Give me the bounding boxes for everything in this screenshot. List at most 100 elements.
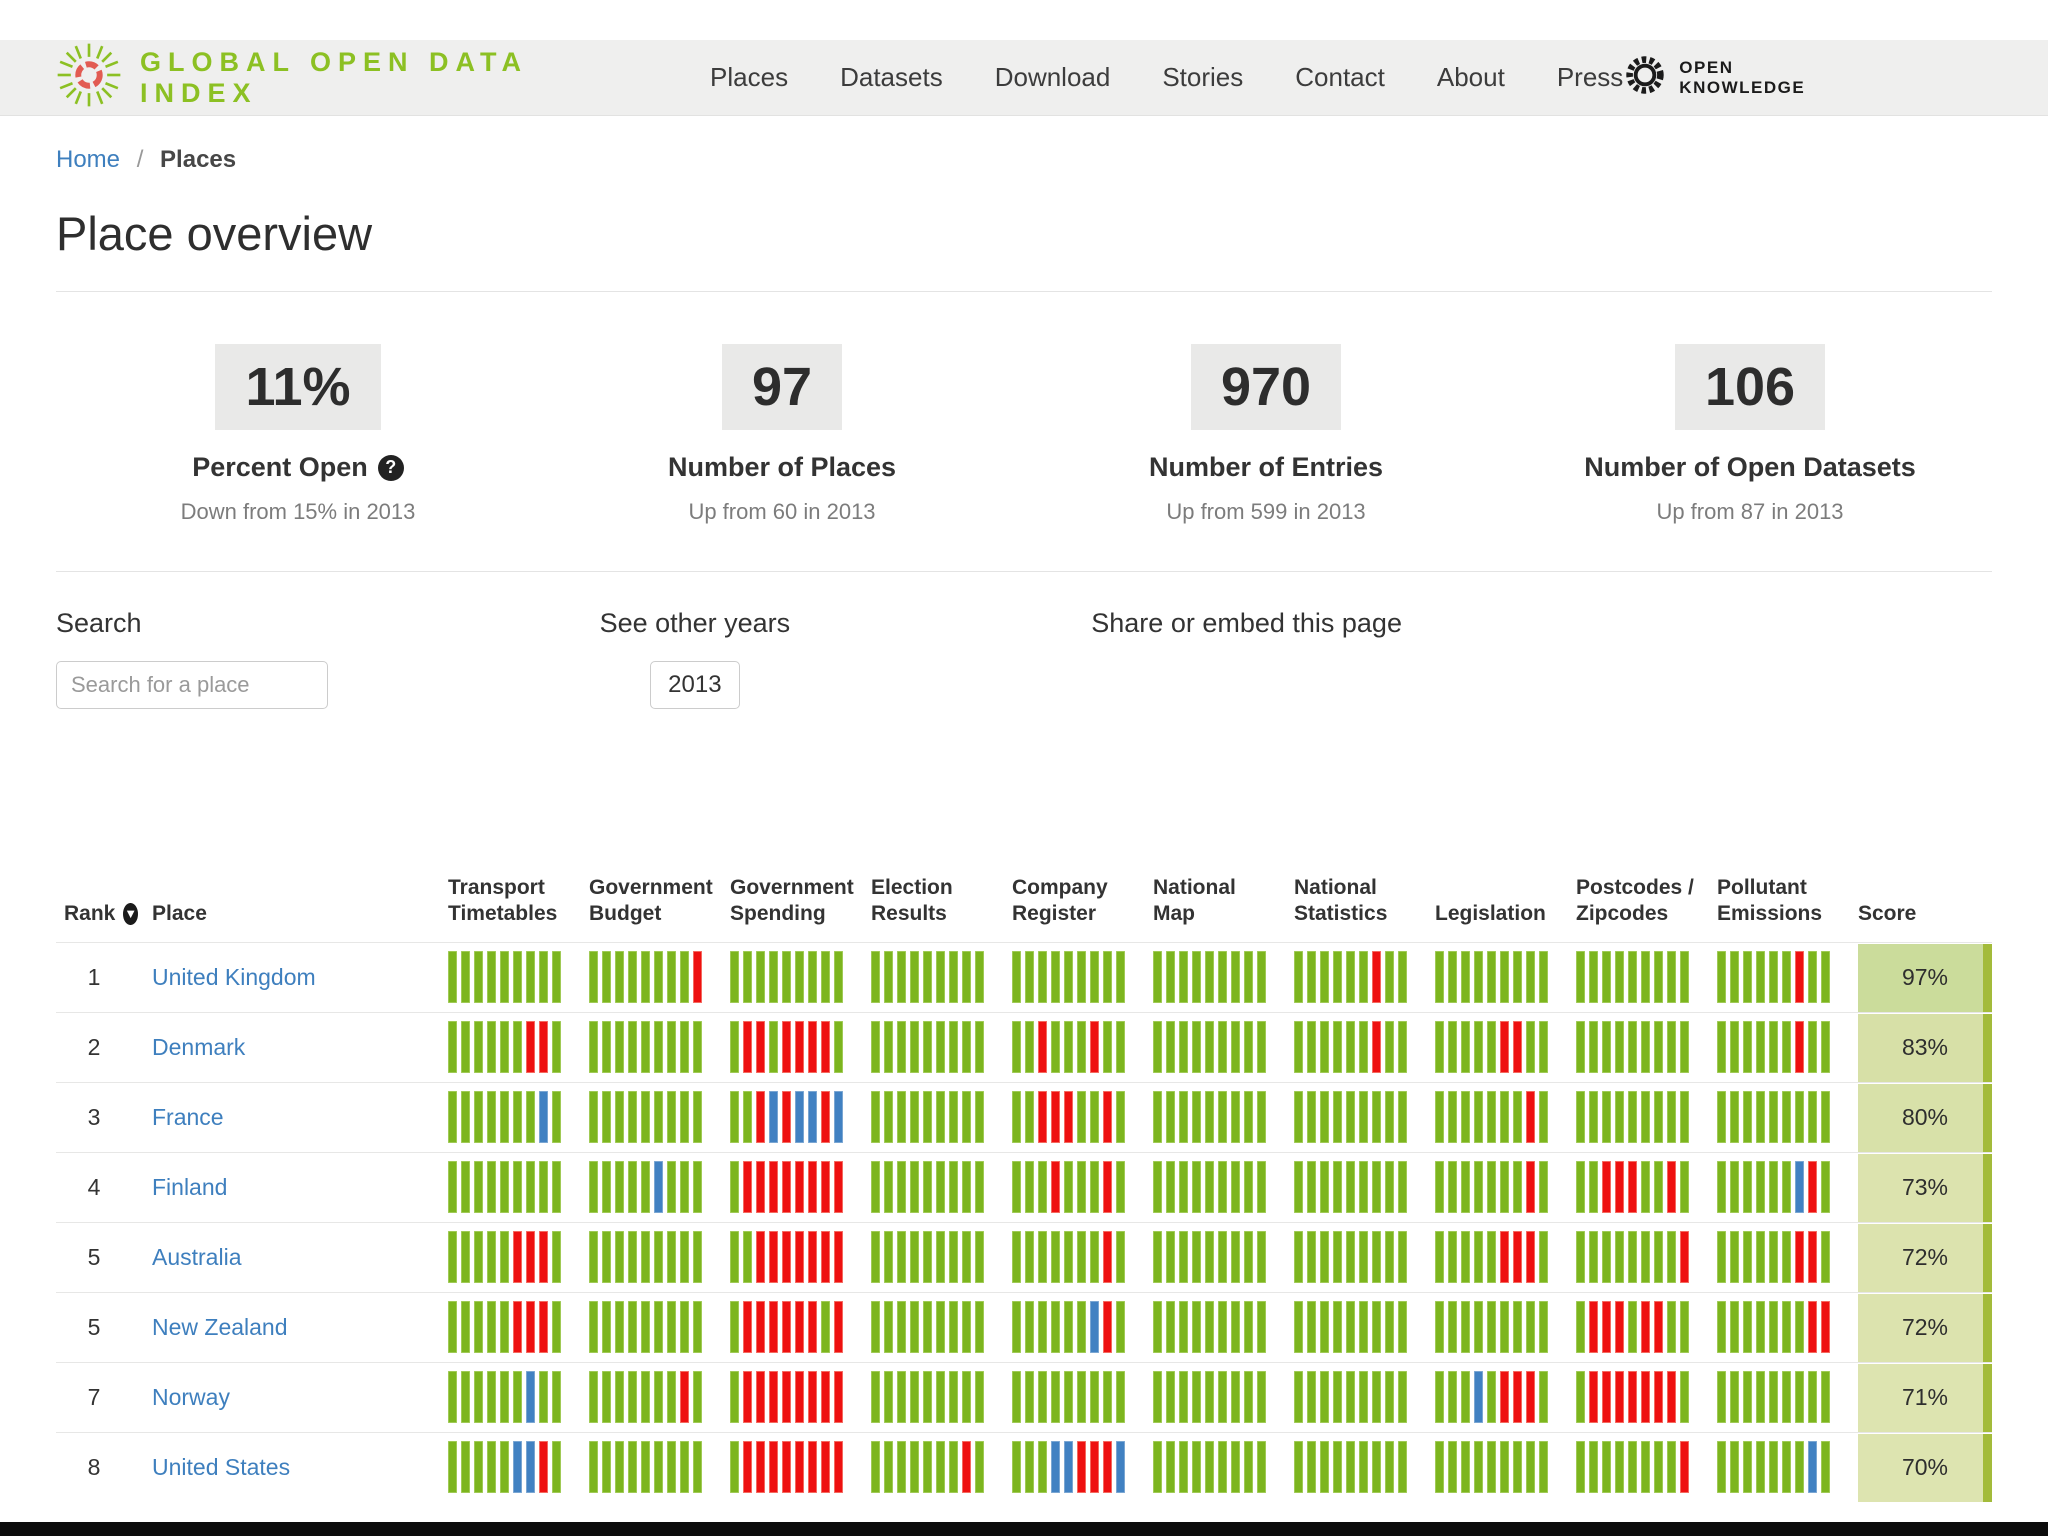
dataset-cell-national-map[interactable] bbox=[1153, 1301, 1294, 1353]
dataset-cell-government-spending[interactable] bbox=[730, 1231, 871, 1283]
place-link[interactable]: France bbox=[152, 1103, 224, 1130]
dataset-cell-election-results[interactable] bbox=[871, 1441, 1012, 1493]
nav-item-stories[interactable]: Stories bbox=[1162, 62, 1244, 92]
breadcrumb-home-link[interactable]: Home bbox=[56, 146, 121, 173]
dataset-cell-company-register[interactable] bbox=[1012, 1161, 1153, 1213]
dataset-cell-legislation[interactable] bbox=[1435, 1371, 1576, 1423]
dataset-cell-national-map[interactable] bbox=[1153, 1231, 1294, 1283]
dataset-cell-government-spending[interactable] bbox=[730, 1021, 871, 1073]
dataset-cell-company-register[interactable] bbox=[1012, 1301, 1153, 1353]
dataset-cell-national-map[interactable] bbox=[1153, 1441, 1294, 1493]
dataset-cell-transport-timetables[interactable] bbox=[448, 1371, 589, 1423]
dataset-cell-transport-timetables[interactable] bbox=[448, 1231, 589, 1283]
dataset-cell-national-statistics[interactable] bbox=[1294, 951, 1435, 1003]
dataset-cell-government-budget[interactable] bbox=[589, 1301, 730, 1353]
dataset-cell-transport-timetables[interactable] bbox=[448, 1021, 589, 1073]
nav-item-datasets[interactable]: Datasets bbox=[840, 62, 943, 92]
dataset-cell-pollutant-emissions[interactable] bbox=[1717, 1301, 1858, 1353]
place-link[interactable]: Denmark bbox=[152, 1033, 246, 1060]
column-header-rank[interactable]: Rank ▼ bbox=[56, 901, 152, 927]
dataset-cell-national-statistics[interactable] bbox=[1294, 1441, 1435, 1493]
dataset-cell-legislation[interactable] bbox=[1435, 1441, 1576, 1493]
dataset-cell-national-statistics[interactable] bbox=[1294, 1231, 1435, 1283]
dataset-cell-government-spending[interactable] bbox=[730, 1301, 871, 1353]
dataset-cell-legislation[interactable] bbox=[1435, 1091, 1576, 1143]
place-link[interactable]: United States bbox=[152, 1453, 291, 1480]
dataset-cell-pollutant-emissions[interactable] bbox=[1717, 1091, 1858, 1143]
dataset-cell-government-spending[interactable] bbox=[730, 1091, 871, 1143]
dataset-cell-national-statistics[interactable] bbox=[1294, 1021, 1435, 1073]
dataset-cell-national-statistics[interactable] bbox=[1294, 1371, 1435, 1423]
dataset-cell-transport-timetables[interactable] bbox=[448, 951, 589, 1003]
dataset-cell-government-budget[interactable] bbox=[589, 1161, 730, 1213]
sort-arrow-down-icon[interactable]: ▼ bbox=[123, 903, 138, 926]
nav-item-press[interactable]: Press bbox=[1556, 62, 1624, 92]
dataset-cell-postcodes-zipcodes[interactable] bbox=[1576, 1021, 1717, 1073]
dataset-cell-transport-timetables[interactable] bbox=[448, 1441, 589, 1493]
dataset-cell-company-register[interactable] bbox=[1012, 951, 1153, 1003]
dataset-cell-national-statistics[interactable] bbox=[1294, 1091, 1435, 1143]
dataset-cell-pollutant-emissions[interactable] bbox=[1717, 1371, 1858, 1423]
dataset-cell-postcodes-zipcodes[interactable] bbox=[1576, 1301, 1717, 1353]
dataset-cell-government-spending[interactable] bbox=[730, 1441, 871, 1493]
dataset-cell-election-results[interactable] bbox=[871, 1161, 1012, 1213]
dataset-cell-company-register[interactable] bbox=[1012, 1021, 1153, 1073]
dataset-cell-national-statistics[interactable] bbox=[1294, 1301, 1435, 1353]
dataset-cell-national-map[interactable] bbox=[1153, 1021, 1294, 1073]
help-icon[interactable]: ? bbox=[377, 454, 404, 481]
dataset-cell-national-map[interactable] bbox=[1153, 1371, 1294, 1423]
place-link[interactable]: Finland bbox=[152, 1173, 228, 1200]
nav-item-download[interactable]: Download bbox=[994, 62, 1111, 92]
dataset-cell-government-budget[interactable] bbox=[589, 1021, 730, 1073]
dataset-cell-pollutant-emissions[interactable] bbox=[1717, 1441, 1858, 1493]
dataset-cell-government-budget[interactable] bbox=[589, 951, 730, 1003]
dataset-cell-election-results[interactable] bbox=[871, 1091, 1012, 1143]
dataset-cell-government-spending[interactable] bbox=[730, 951, 871, 1003]
dataset-cell-postcodes-zipcodes[interactable] bbox=[1576, 1231, 1717, 1283]
nav-item-about[interactable]: About bbox=[1436, 62, 1505, 92]
nav-item-contact[interactable]: Contact bbox=[1295, 62, 1385, 92]
dataset-cell-company-register[interactable] bbox=[1012, 1371, 1153, 1423]
dataset-cell-national-map[interactable] bbox=[1153, 1161, 1294, 1213]
dataset-cell-postcodes-zipcodes[interactable] bbox=[1576, 1091, 1717, 1143]
dataset-cell-transport-timetables[interactable] bbox=[448, 1091, 589, 1143]
dataset-cell-postcodes-zipcodes[interactable] bbox=[1576, 1441, 1717, 1493]
dataset-cell-postcodes-zipcodes[interactable] bbox=[1576, 1161, 1717, 1213]
open-knowledge-logo[interactable]: OPEN KNOWLEDGE bbox=[1623, 53, 1862, 102]
dataset-cell-election-results[interactable] bbox=[871, 1371, 1012, 1423]
site-logo[interactable]: GLOBAL OPEN DATA INDEX bbox=[56, 42, 650, 113]
dataset-cell-government-budget[interactable] bbox=[589, 1371, 730, 1423]
dataset-cell-election-results[interactable] bbox=[871, 1021, 1012, 1073]
dataset-cell-government-spending[interactable] bbox=[730, 1161, 871, 1213]
dataset-cell-transport-timetables[interactable] bbox=[448, 1301, 589, 1353]
dataset-cell-legislation[interactable] bbox=[1435, 1021, 1576, 1073]
search-input[interactable] bbox=[56, 661, 328, 709]
dataset-cell-government-spending[interactable] bbox=[730, 1371, 871, 1423]
place-link[interactable]: United Kingdom bbox=[152, 963, 316, 990]
dataset-cell-election-results[interactable] bbox=[871, 1301, 1012, 1353]
dataset-cell-legislation[interactable] bbox=[1435, 1231, 1576, 1283]
dataset-cell-legislation[interactable] bbox=[1435, 1161, 1576, 1213]
dataset-cell-government-budget[interactable] bbox=[589, 1231, 730, 1283]
dataset-cell-government-budget[interactable] bbox=[589, 1441, 730, 1493]
dataset-cell-transport-timetables[interactable] bbox=[448, 1161, 589, 1213]
dataset-cell-national-map[interactable] bbox=[1153, 951, 1294, 1003]
dataset-cell-national-map[interactable] bbox=[1153, 1091, 1294, 1143]
dataset-cell-company-register[interactable] bbox=[1012, 1091, 1153, 1143]
dataset-cell-pollutant-emissions[interactable] bbox=[1717, 1021, 1858, 1073]
place-link[interactable]: Norway bbox=[152, 1383, 230, 1410]
dataset-cell-government-budget[interactable] bbox=[589, 1091, 730, 1143]
dataset-cell-company-register[interactable] bbox=[1012, 1231, 1153, 1283]
dataset-cell-pollutant-emissions[interactable] bbox=[1717, 1231, 1858, 1283]
dataset-cell-pollutant-emissions[interactable] bbox=[1717, 951, 1858, 1003]
dataset-cell-company-register[interactable] bbox=[1012, 1441, 1153, 1493]
dataset-cell-national-statistics[interactable] bbox=[1294, 1161, 1435, 1213]
place-link[interactable]: Australia bbox=[152, 1243, 242, 1270]
dataset-cell-pollutant-emissions[interactable] bbox=[1717, 1161, 1858, 1213]
dataset-cell-election-results[interactable] bbox=[871, 1231, 1012, 1283]
dataset-cell-postcodes-zipcodes[interactable] bbox=[1576, 1371, 1717, 1423]
nav-item-places[interactable]: Places bbox=[710, 62, 789, 92]
dataset-cell-legislation[interactable] bbox=[1435, 1301, 1576, 1353]
place-link[interactable]: New Zealand bbox=[152, 1313, 288, 1340]
dataset-cell-legislation[interactable] bbox=[1435, 951, 1576, 1003]
